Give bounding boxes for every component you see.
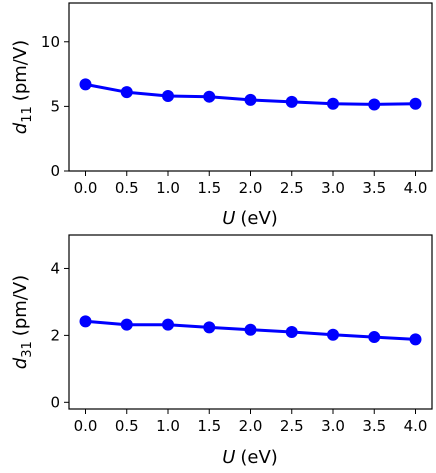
y-tick-label: 2	[50, 326, 60, 344]
y-axis-label: d31(pm/V)	[10, 275, 35, 369]
y-tick-label: 5	[50, 97, 60, 115]
x-tick-label: 3.0	[321, 417, 345, 435]
chart-d11: 0.0 0.5 1.0 1.5 2.0 2.5 3.0 3.5 4.0 0 5 10 U (eV) d1…	[10, 2, 433, 229]
x-axis-label: U (eV)	[222, 208, 278, 229]
tick-group: 0.0 0.5 1.0 1.5 2.0 2.5 3.0 3.5 4.0 0 5 10	[41, 33, 428, 197]
data-point	[162, 318, 174, 331]
series-group	[79, 78, 422, 111]
data-point	[244, 93, 257, 106]
x-tick-label: 1.0	[156, 179, 180, 197]
x-tick-label: 0.5	[115, 179, 139, 197]
series-group	[79, 315, 422, 346]
data-point	[203, 321, 216, 334]
y-tick-label: 4	[50, 259, 60, 277]
data-point	[327, 97, 339, 110]
y-tick-label: 10	[41, 33, 60, 51]
x-tick-label: 0.5	[115, 417, 139, 435]
data-point	[285, 326, 298, 339]
x-tick-label: 3.5	[362, 417, 386, 435]
data-point	[409, 97, 422, 110]
data-point	[120, 318, 133, 331]
x-tick-label: 0.0	[74, 417, 98, 435]
y-axis-label: d11(pm/V)	[10, 40, 35, 134]
plot-frame	[68, 2, 433, 172]
x-tick-label: 3.0	[321, 179, 345, 197]
data-point	[368, 98, 381, 111]
data-point	[79, 78, 92, 91]
data-point	[327, 328, 339, 341]
data-point	[79, 315, 92, 328]
x-tick-label: 0.0	[74, 179, 98, 197]
data-point	[368, 331, 381, 344]
data-point	[203, 90, 216, 103]
x-tick-label: 2.5	[280, 179, 304, 197]
x-axis-label: U (eV)	[222, 447, 278, 468]
tick-group: 0.0 0.5 1.0 1.5 2.0 2.5 3.0 3.5 4.0 0 2 4	[50, 259, 427, 435]
data-point	[162, 90, 174, 103]
x-tick-label: 1.5	[197, 179, 221, 197]
x-tick-label: 2.5	[280, 417, 304, 435]
data-point	[409, 333, 422, 346]
x-tick-label: 1.0	[156, 417, 180, 435]
x-tick-label: 2.0	[239, 179, 263, 197]
y-tick-label: 0	[50, 393, 60, 411]
x-tick-label: 2.0	[239, 417, 263, 435]
x-tick-label: 3.5	[362, 179, 386, 197]
data-point	[120, 86, 133, 99]
chart-d31: 0.0 0.5 1.0 1.5 2.0 2.5 3.0 3.5 4.0 0 2 4 U (eV) d31…	[10, 234, 433, 468]
y-tick-label: 0	[50, 162, 60, 180]
data-point	[285, 95, 298, 108]
x-tick-label: 1.5	[197, 417, 221, 435]
x-tick-label: 4.0	[404, 417, 428, 435]
data-point	[244, 323, 257, 336]
x-tick-label: 4.0	[404, 179, 428, 197]
